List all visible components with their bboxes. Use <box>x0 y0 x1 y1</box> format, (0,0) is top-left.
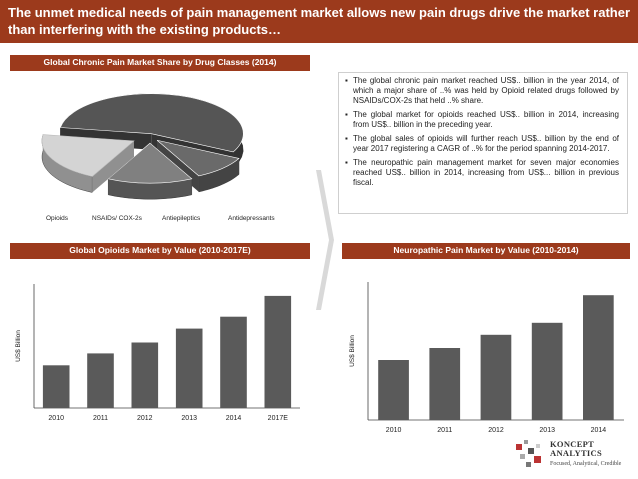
x-tick-label: 2011 <box>437 427 452 434</box>
bar <box>87 353 114 408</box>
pie-legend-opioids: Opioids <box>46 215 69 222</box>
x-tick-label: 2013 <box>539 427 555 434</box>
logo-mark-icon <box>516 440 541 467</box>
bar <box>480 334 512 420</box>
pie-legend: Opioids NSAIDs/ COX-2s Antiepileptics An… <box>36 215 296 225</box>
pie-legend-antidepressants: Antidepressants <box>228 215 275 222</box>
x-tick-label: 2017E <box>268 415 289 422</box>
x-tick-label: 2014 <box>226 415 242 422</box>
y-axis-label: US$ Billion <box>15 330 22 362</box>
x-tick-label: 2012 <box>488 427 504 434</box>
opioids-bar-chart: US$ Billion 2010 2011 2012 2013 2014 2017E <box>15 284 300 422</box>
x-tick-label: 2012 <box>137 415 153 422</box>
y-axis-label: US$ Billion <box>349 335 356 367</box>
bar <box>531 322 563 420</box>
neuropathic-bar-chart: US$ Billion 2010 2011 2012 2013 2014 <box>349 282 624 434</box>
neuropathic-chart-header: Neuropathic Pain Market by Value (2010-2… <box>342 243 630 259</box>
bullet-icon: ▪ <box>345 158 348 167</box>
x-tick-label: 2011 <box>93 415 108 422</box>
bar <box>175 328 203 408</box>
bullet-item: ▪ The global chronic pain market reached … <box>345 76 619 105</box>
bar <box>583 295 614 420</box>
bullet-icon: ▪ <box>345 134 348 143</box>
bar <box>429 348 461 420</box>
key-findings-box: ▪ The global chronic pain market reached … <box>338 72 628 214</box>
pie-slice <box>41 134 135 193</box>
company-logo: KONCEPT ANALYTICS Focused, Analytical, C… <box>512 436 636 476</box>
x-tick-label: 2010 <box>48 415 64 422</box>
bullet-item: ▪ The neuropathic pain management market … <box>345 158 619 187</box>
page-title: The unmet medical needs of pain manageme… <box>0 0 638 43</box>
bar <box>131 342 159 408</box>
logo-name: KONCEPT ANALYTICS <box>550 439 602 458</box>
x-tick-label: 2014 <box>591 427 607 434</box>
bar <box>378 360 409 420</box>
pie-chart-header: Global Chronic Pain Market Share by Drug… <box>10 55 310 71</box>
bullet-icon: ▪ <box>345 76 348 85</box>
bar <box>264 295 292 408</box>
pie-slice <box>156 139 240 193</box>
pie-slice <box>107 142 193 200</box>
pie-legend-nsaids: NSAIDs/ COX-2s <box>92 215 142 222</box>
bar <box>220 316 247 408</box>
opioids-chart-header: Global Opioids Market by Value (2010-201… <box>10 243 310 259</box>
x-tick-label: 2010 <box>386 427 402 434</box>
x-tick-label: 2013 <box>181 415 197 422</box>
bullet-icon: ▪ <box>345 110 348 119</box>
pie-legend-antiepileptics: Antiepileptics <box>162 215 201 222</box>
bar <box>42 365 70 408</box>
chevron-arrow-icon <box>316 170 334 310</box>
pie-chart <box>41 93 244 200</box>
bullet-item: ▪ The global sales of opioids will furthe… <box>345 134 619 153</box>
bullet-item: ▪ The global market for opioids reached U… <box>345 110 619 129</box>
logo-tagline: Focused, Analytical, Credible <box>550 461 622 467</box>
